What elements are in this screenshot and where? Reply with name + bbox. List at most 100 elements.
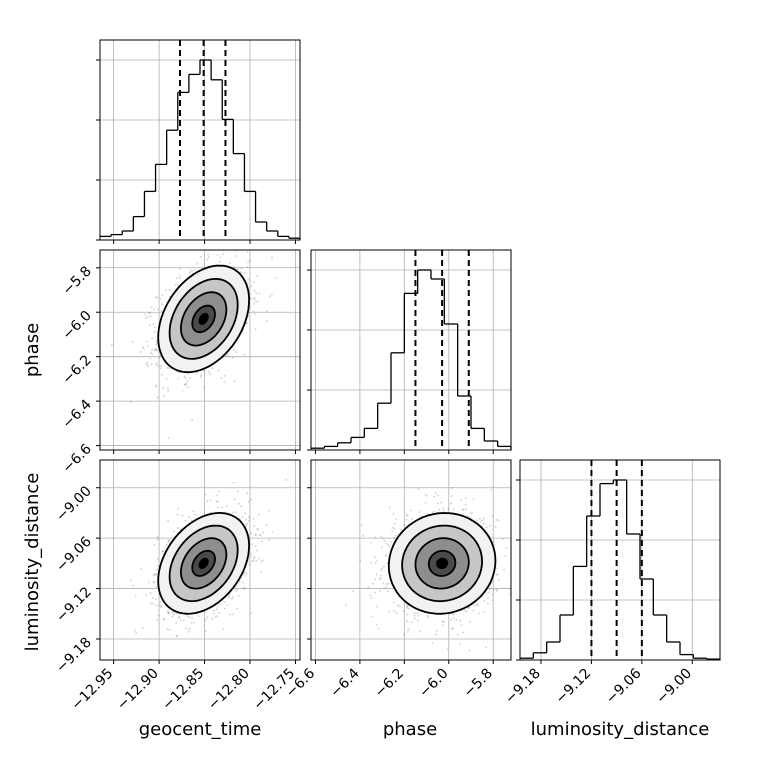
sample-point — [155, 340, 158, 343]
sample-point — [196, 262, 199, 265]
sample-point — [232, 481, 235, 484]
sample-point — [413, 612, 416, 614]
sample-point — [184, 376, 187, 379]
sample-point — [268, 295, 271, 298]
sample-point — [381, 567, 384, 570]
sample-point — [459, 619, 461, 622]
sample-point — [131, 341, 134, 343]
sample-point — [165, 289, 167, 291]
sample-point — [427, 616, 430, 619]
sample-point — [388, 545, 391, 548]
sample-point — [208, 373, 211, 376]
sample-point — [206, 616, 209, 619]
sample-point — [197, 615, 200, 618]
sample-point — [406, 604, 409, 607]
sample-point — [175, 612, 178, 615]
sample-point — [199, 255, 202, 258]
sample-point — [188, 615, 191, 618]
sample-point — [187, 630, 190, 633]
sample-point — [153, 308, 156, 311]
y-tick-label-luminosity-distance-0: −9.18 — [53, 635, 95, 677]
sample-point — [155, 362, 158, 365]
sample-point — [203, 369, 206, 372]
sample-point — [266, 320, 269, 323]
sample-point — [155, 572, 158, 575]
contour-phase-vs-luminosity-distance-2 — [414, 537, 470, 590]
sample-point — [395, 534, 397, 537]
sample-point — [393, 522, 396, 525]
sample-point — [167, 519, 170, 522]
sample-point — [236, 588, 239, 591]
sample-point — [192, 510, 195, 513]
sample-point — [234, 255, 237, 257]
sample-point — [233, 265, 236, 268]
contour-geocent-time-vs-phase-0 — [157, 264, 251, 374]
sample-point — [386, 562, 389, 564]
sample-point — [402, 610, 405, 613]
sample-point — [495, 588, 498, 591]
sample-point — [400, 528, 402, 531]
sample-point — [380, 546, 383, 549]
sample-point — [406, 606, 409, 609]
sample-point — [178, 371, 181, 374]
sample-point — [260, 560, 263, 563]
y-axis-label-phase: phase — [22, 323, 43, 377]
sample-point — [145, 340, 148, 343]
sample-point — [376, 605, 379, 608]
sample-point — [153, 581, 156, 584]
sample-point — [241, 516, 244, 519]
sample-point — [247, 278, 250, 281]
sample-point — [442, 620, 445, 623]
sample-point — [502, 537, 505, 540]
sample-point — [168, 540, 170, 542]
sample-point — [219, 603, 222, 606]
sample-point — [185, 382, 188, 385]
sample-point — [188, 271, 191, 274]
sample-point — [237, 594, 240, 597]
sample-point — [188, 628, 191, 630]
sample-point — [390, 541, 393, 544]
sample-point — [246, 492, 249, 495]
sample-point — [211, 367, 214, 370]
sample-point — [160, 374, 163, 377]
hist-frame-luminosity-distance — [519, 459, 721, 661]
sample-point — [176, 513, 179, 516]
sample-point — [248, 516, 251, 519]
sample-point — [150, 363, 153, 366]
sample-point — [155, 364, 158, 366]
sample-point — [167, 390, 170, 393]
sample-point — [426, 512, 429, 515]
sample-point — [434, 492, 437, 495]
sample-point — [168, 612, 171, 615]
density-peak-geocent-time-vs-phase — [198, 312, 209, 325]
sample-point — [145, 594, 148, 596]
sample-point — [380, 569, 383, 572]
density-panel-geocent-time-vs-phase: −6.6 −6.4 −6.2 −6.0 −5.8 — [59, 249, 301, 476]
sample-point — [256, 300, 259, 303]
sample-point — [494, 525, 497, 528]
density-frame-geocent-time-vs-luminosity-distance — [99, 459, 301, 661]
sample-point — [469, 512, 472, 515]
sample-point — [175, 277, 178, 280]
sample-point — [482, 522, 485, 525]
sample-point — [162, 618, 165, 621]
sample-point — [156, 568, 159, 571]
sample-point — [253, 297, 256, 300]
sample-point — [497, 578, 500, 581]
sample-point — [240, 267, 243, 270]
sample-point — [144, 313, 147, 316]
x-tick-label-luminosity-distance-0: −9.18 — [502, 666, 544, 708]
sample-point — [189, 269, 192, 272]
sample-point — [253, 556, 256, 559]
sample-point — [492, 541, 495, 543]
sample-point — [161, 550, 164, 553]
sample-point — [464, 503, 467, 506]
sample-point — [204, 619, 207, 622]
sample-point — [437, 494, 439, 497]
density-peak-phase-vs-luminosity-distance — [436, 557, 449, 569]
sample-point — [186, 615, 189, 618]
sample-point — [252, 281, 255, 284]
sample-point — [153, 330, 156, 333]
sample-point — [129, 579, 132, 582]
sample-point — [144, 317, 147, 320]
